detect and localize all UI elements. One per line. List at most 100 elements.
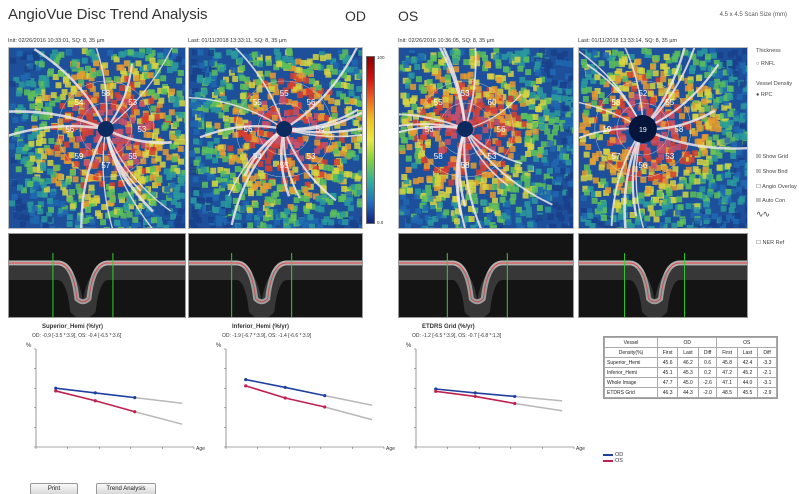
texture-cell: [610, 169, 617, 176]
texture-cell: [523, 48, 530, 55]
texture-cell: [621, 149, 628, 156]
texture-cell: [630, 85, 637, 92]
texture-cell: [257, 137, 264, 144]
texture-cell: [653, 196, 660, 203]
texture-cell: [562, 157, 569, 164]
angio-image-os-last[interactable]: 52 55 58 53 56 57 19 58 19: [578, 47, 748, 229]
texture-cell: [87, 129, 94, 136]
angio-image-od-last[interactable]: 55 56 54 53 55 54 56 55: [188, 47, 363, 229]
oct-bscan-os-last[interactable]: [578, 233, 748, 318]
oct-bscan-od-init[interactable]: [8, 233, 186, 318]
rnfl-option[interactable]: ○ RNFL: [756, 61, 798, 68]
texture-cell: [302, 135, 309, 142]
texture-cell: [410, 57, 417, 64]
texture-cell: [498, 218, 505, 225]
trend-analysis-button[interactable]: Trend Analysis: [96, 483, 156, 494]
texture-cell: [696, 212, 703, 219]
texture-cell: [507, 95, 514, 102]
vessel: [283, 127, 362, 134]
texture-cell: [742, 88, 747, 95]
texture-cell: [628, 91, 635, 98]
texture-cell: [118, 85, 125, 92]
texture-cell: [565, 73, 572, 80]
texture-cell: [557, 145, 564, 152]
show-grid-checkbox[interactable]: ☒ Show Grid: [756, 154, 798, 161]
texture-cell: [600, 107, 607, 114]
legend-label: OS: [615, 458, 623, 464]
sector-value: 56: [244, 125, 253, 134]
texture-cell: [252, 94, 259, 101]
texture-cell: [718, 61, 725, 68]
angio-overlay-checkbox[interactable]: ☐ Angio Overlay: [756, 184, 798, 191]
texture-cell: [620, 72, 627, 79]
oct-bscan-os-init[interactable]: [398, 233, 574, 318]
texture-cell: [151, 225, 158, 228]
texture-cell: [487, 184, 494, 191]
texture-cell: [194, 92, 201, 99]
texture-cell: [136, 118, 143, 125]
texture-cell: [614, 60, 621, 67]
texture-cell: [550, 100, 557, 107]
nerve-head-checkbox[interactable]: ☐ NER Ref: [756, 240, 798, 247]
texture-cell: [40, 181, 47, 188]
texture-cell: [159, 161, 166, 168]
oct-bscan-od-last[interactable]: [188, 233, 363, 318]
texture-cell: [106, 109, 113, 116]
texture-cell: [695, 225, 702, 228]
texture-cell: [151, 62, 158, 69]
texture-cell: [635, 170, 642, 177]
show-bnd-checkbox[interactable]: ☒ Show Bnd: [756, 169, 798, 176]
texture-cell: [156, 221, 163, 228]
texture-cell: [533, 155, 540, 162]
texture-cell: [223, 168, 230, 175]
texture-cell: [173, 194, 180, 201]
texture-cell: [556, 184, 563, 191]
oct-bscan-image: [189, 234, 362, 317]
texture-cell: [727, 119, 734, 126]
print-button[interactable]: Print: [30, 483, 78, 494]
texture-cell: [687, 76, 694, 83]
texture-cell: [473, 96, 480, 103]
texture-cell: [428, 90, 435, 97]
texture-cell: [29, 90, 36, 97]
texture-cell: [195, 121, 202, 128]
texture-cell: [444, 74, 451, 81]
texture-cell: [712, 83, 719, 90]
auto-contrast-checkbox[interactable]: ☒ Auto Con: [756, 198, 798, 205]
texture-cell: [428, 227, 435, 228]
texture-cell: [146, 145, 153, 152]
texture-cell: [173, 121, 180, 128]
angio-image-od-init[interactable]: 58 53 53 55 57 59 56 54: [8, 47, 186, 229]
texture-cell: [599, 210, 606, 217]
texture-cell: [118, 51, 125, 58]
texture-cell: [285, 157, 292, 164]
texture-cell: [69, 169, 76, 176]
texture-cell: [358, 170, 362, 177]
texture-cell: [588, 117, 595, 124]
angio-image-os-init[interactable]: 53 60 56 53 58 58 56 55: [398, 47, 574, 229]
texture-cell: [636, 74, 643, 81]
data-point: [513, 401, 517, 406]
vessel: [105, 48, 173, 130]
vessel: [80, 128, 107, 228]
texture-cell: [176, 77, 183, 84]
texture-cell: [268, 86, 275, 93]
texture-cell: [662, 147, 669, 154]
texture-cell: [705, 53, 712, 60]
trend-projection-line: [324, 406, 373, 421]
texture-cell: [611, 49, 618, 56]
texture-cell: [319, 55, 326, 62]
texture-cell: [239, 65, 246, 72]
texture-cell: [218, 66, 225, 73]
texture-cell: [733, 115, 740, 122]
texture-cell: [650, 162, 657, 169]
texture-cell: [307, 70, 314, 77]
texture-cell: [12, 116, 19, 123]
texture-cell: [677, 204, 684, 211]
texture-cell: [745, 65, 747, 72]
texture-cell: [36, 191, 43, 198]
texture-cell: [113, 219, 120, 226]
rpc-option[interactable]: ● RPC: [756, 92, 798, 99]
texture-cell: [586, 86, 593, 93]
texture-cell: [334, 81, 341, 88]
